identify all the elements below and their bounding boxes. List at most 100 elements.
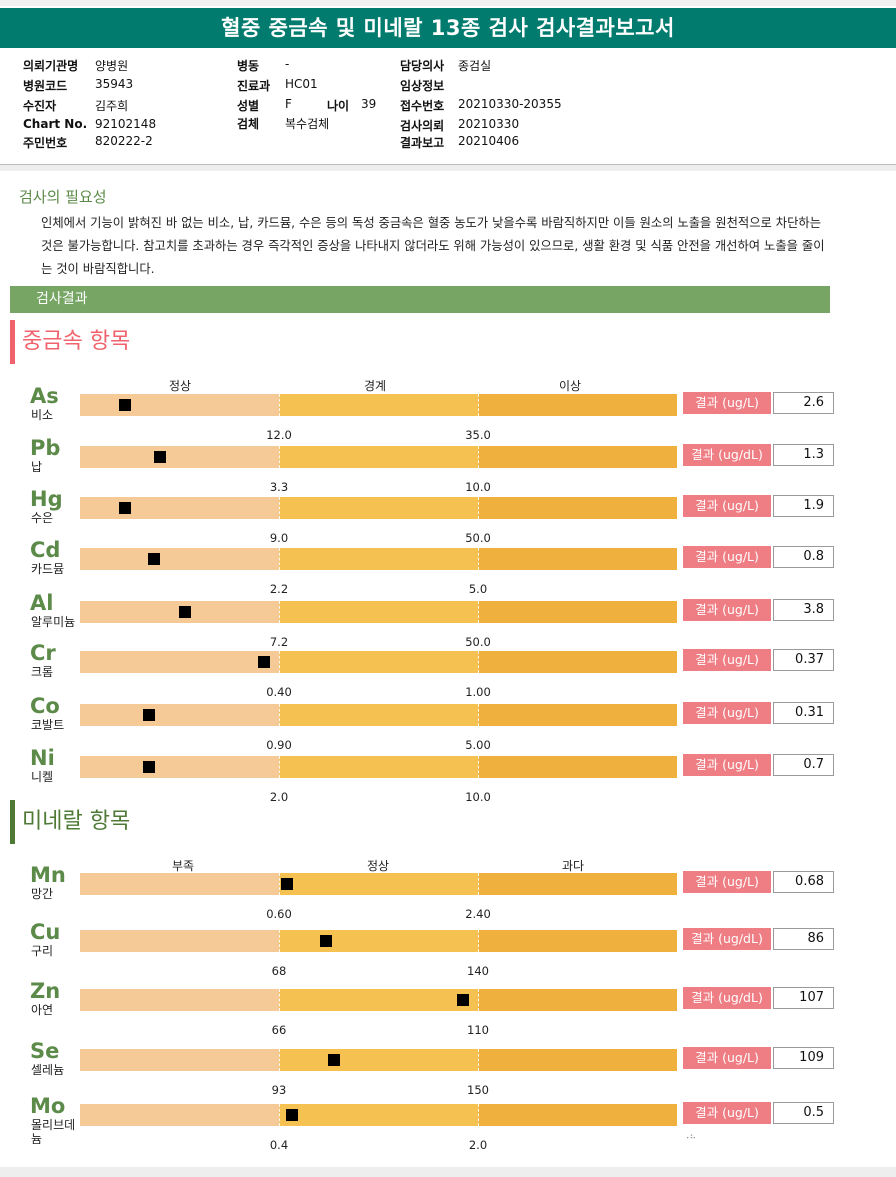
patient-label: 수진자 — [23, 99, 57, 113]
range-segment-high — [478, 651, 677, 673]
threshold-low: 2.2 — [269, 582, 289, 596]
range-segment-mid — [279, 1049, 478, 1071]
minerals-title: 미네랄 항목 — [22, 809, 131, 834]
element-name: 크롬 — [31, 665, 54, 679]
minerals-header: 미네랄 항목 — [10, 800, 130, 844]
range-bar: 0.60 2.40 — [80, 873, 677, 921]
range-segment-low — [80, 704, 279, 726]
range-segment-high — [478, 704, 677, 726]
range-bar: 0.90 5.00 — [80, 704, 677, 752]
range-divider — [279, 930, 280, 952]
range-segment-low — [80, 446, 279, 468]
element-symbol: Pb — [30, 436, 61, 460]
range-segment-low — [80, 1049, 279, 1071]
age-label: 나이 — [327, 99, 350, 113]
scale-mineral-normal-label: 정상 — [366, 859, 390, 873]
ward-value: - — [285, 57, 290, 71]
result-unit-label: 결과 (ug/dL) — [683, 444, 771, 466]
doctor-value: 종검실 — [458, 59, 492, 73]
resident-no-value: 820222-2 — [95, 134, 153, 148]
range-bar: 66 110 — [80, 989, 677, 1037]
threshold-high: 2.40 — [465, 907, 491, 921]
receipt-no-label: 접수번호 — [400, 99, 445, 113]
threshold-high: 1.00 — [465, 685, 491, 699]
department-value: HC01 — [285, 77, 318, 91]
chart-no-label: Chart No. — [23, 117, 88, 131]
result-value: 107 — [773, 987, 834, 1009]
element-symbol: Zn — [30, 979, 61, 1003]
element-name: 수은 — [31, 511, 54, 525]
result-marker — [119, 399, 131, 411]
result-unit-label: 결과 (ug/L) — [683, 599, 771, 621]
result-value: 86 — [773, 928, 834, 950]
range-segment-high — [478, 1049, 677, 1071]
range-bar: 7.2 50.0 — [80, 601, 677, 649]
threshold-high: 50.0 — [465, 531, 491, 545]
element-symbol: Co — [30, 694, 60, 718]
report-date-label: 결과보고 — [400, 136, 445, 150]
department-label: 진료과 — [237, 79, 271, 93]
threshold-high: 50.0 — [465, 635, 491, 649]
threshold-high: 35.0 — [465, 428, 491, 442]
result-marker — [320, 935, 332, 947]
result-marker — [281, 878, 293, 890]
patient-info: 의뢰기관명 양병원 병원코드 35943 수진자 김주희 Chart No. 9… — [0, 52, 896, 164]
element-name: 코발트 — [31, 718, 65, 732]
result-value: 109 — [773, 1047, 834, 1069]
threshold-high: 2.0 — [468, 1138, 488, 1152]
minerals-marker — [10, 800, 15, 844]
result-unit-label: 결과 (ug/L) — [683, 546, 771, 568]
sex-value: F — [285, 97, 292, 111]
range-segment-mid — [279, 548, 478, 570]
range-segment-low — [80, 497, 279, 519]
info-band — [0, 165, 896, 171]
range-segment-low — [80, 873, 279, 895]
report-date-value: 20210406 — [458, 134, 520, 148]
result-unit-label: 결과 (ug/L) — [683, 871, 771, 893]
element-name: 망간 — [31, 887, 54, 901]
result-value: 0.31 — [773, 702, 834, 724]
range-segment-high — [478, 1104, 677, 1126]
chart-no-value: 92102148 — [95, 117, 157, 131]
result-marker — [286, 1109, 298, 1121]
threshold-high: 110 — [467, 1023, 489, 1037]
range-segment-high — [478, 446, 677, 468]
sex-label: 성별 — [237, 99, 260, 113]
range-bar: 68 140 — [80, 930, 677, 978]
element-symbol: Mn — [30, 863, 66, 887]
range-divider — [478, 1049, 479, 1071]
range-segment-mid — [279, 873, 478, 895]
result-marker — [143, 761, 155, 773]
request-date-label: 검사의뢰 — [400, 119, 445, 133]
range-divider — [478, 394, 479, 416]
threshold-low: 68 — [271, 964, 287, 978]
element-name: 카드뮴 — [31, 562, 65, 576]
element-symbol: Cd — [30, 538, 61, 562]
range-segment-low — [80, 394, 279, 416]
clinical-info-label: 임상정보 — [400, 79, 445, 93]
result-marker — [148, 553, 160, 565]
result-row-cr: Cr 크롬 0.40 1.00 결과 (ug/L) 0.37 — [0, 641, 896, 699]
threshold-low: 0.4 — [269, 1138, 289, 1152]
range-bar: 0.4 2.0 — [80, 1104, 677, 1152]
range-divider — [279, 497, 280, 519]
hospital-code-label: 병원코드 — [23, 79, 68, 93]
scale-normal-label: 정상 — [168, 379, 192, 393]
threshold-high: 150 — [467, 1083, 489, 1097]
result-marker — [328, 1054, 340, 1066]
institution-label: 의뢰기관명 — [23, 59, 79, 73]
result-unit-label: 결과 (ug/L) — [683, 1102, 771, 1124]
result-row-ni: Ni 니켈 2.0 10.0 결과 (ug/L) 0.7 — [0, 746, 896, 804]
range-segment-mid — [279, 601, 478, 623]
range-divider — [279, 548, 280, 570]
element-symbol: Hg — [30, 487, 63, 511]
threshold-low: 9.0 — [269, 531, 289, 545]
range-segment-mid — [279, 1104, 478, 1126]
element-symbol: Cr — [30, 641, 56, 665]
range-divider — [279, 989, 280, 1011]
range-segment-mid — [279, 394, 478, 416]
resize-grip-icon: ⠠⠦ — [683, 1132, 697, 1142]
threshold-high: 5.00 — [465, 738, 491, 752]
result-value: 0.37 — [773, 649, 834, 671]
range-segment-mid — [279, 651, 478, 673]
